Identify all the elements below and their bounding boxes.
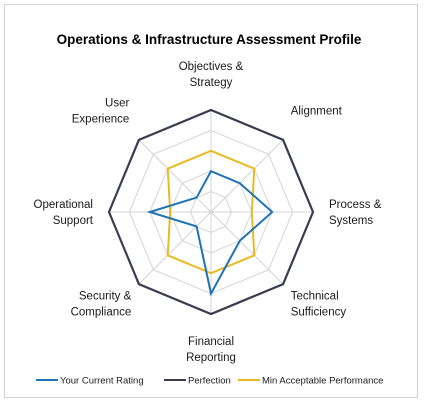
axis-label: Process &	[329, 199, 382, 211]
axis-label: Operational	[34, 199, 93, 211]
grid-spoke	[210, 139, 284, 213]
axis-label: Experience	[72, 113, 130, 125]
axis-label: Systems	[329, 215, 373, 227]
legend: Your Current Rating Perfection Min Accepta…	[36, 376, 383, 387]
series-line-min-acceptable-performance	[166, 149, 256, 275]
axis-label: Alignment	[291, 105, 343, 117]
series-line-your-current-rating	[146, 169, 274, 297]
chart-title: Operations & Infrastructure Assessment P…	[57, 32, 362, 47]
radar-series	[107, 108, 315, 316]
legend-label: Perfection	[188, 376, 231, 387]
axis-label: Security &	[79, 291, 132, 303]
axis-label: Financial	[188, 336, 234, 348]
axis-labels: Objectives & Strategy Alignment Process & Sy…	[34, 61, 382, 364]
legend-label: Your Current Rating	[60, 376, 144, 387]
series-line-perfection	[107, 108, 315, 316]
axis-label: Sufficiency	[291, 307, 347, 319]
axis-label: User	[105, 97, 129, 109]
grid-spoke	[138, 211, 212, 285]
axis-label: Support	[53, 215, 94, 227]
axis-label: Reporting	[186, 352, 236, 364]
axis-label: Compliance	[71, 307, 132, 319]
axis-label: Technical	[291, 291, 339, 303]
grid-spoke	[210, 211, 284, 285]
axis-label: Strategy	[190, 77, 233, 89]
grid-spoke	[138, 139, 212, 213]
axis-label: Objectives &	[179, 61, 244, 73]
legend-label: Min Acceptable Performance	[262, 376, 383, 387]
